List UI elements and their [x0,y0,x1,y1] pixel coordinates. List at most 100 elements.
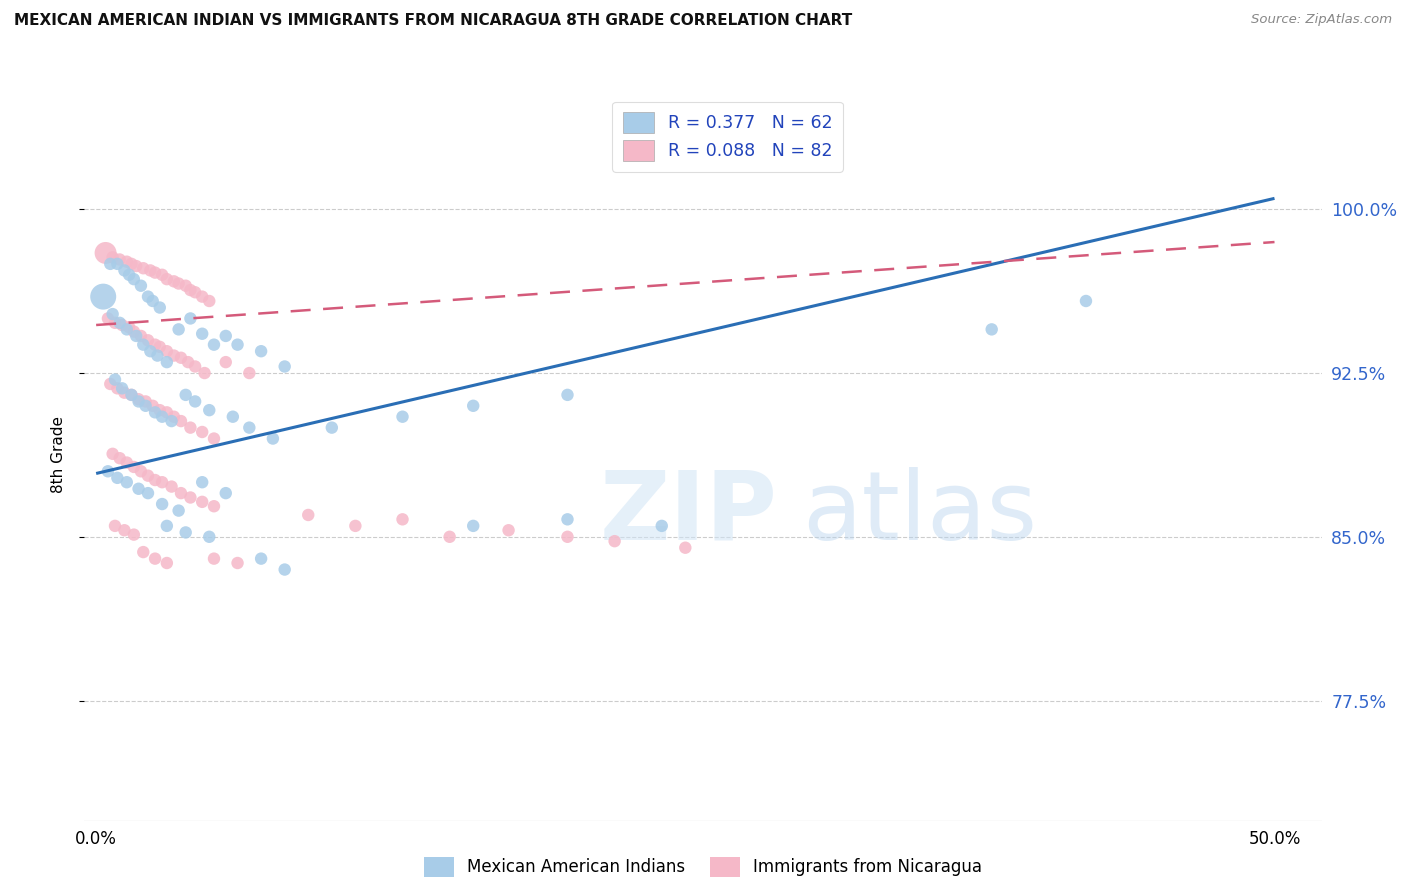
Point [603,534,626,549]
Point [115,322,138,336]
Point [191,290,214,304]
Point [179,283,201,297]
Point [273,563,295,577]
Point [170,414,193,428]
Point [226,556,249,570]
Legend: Mexican American Indians, Immigrants from Nicaragua: Mexican American Indians, Immigrants fro… [418,850,988,884]
Point [136,290,159,304]
Point [174,278,197,293]
Point [98,257,121,271]
Point [129,329,152,343]
Legend: R = 0.377   N = 62, R = 0.088   N = 82: R = 0.377 N = 62, R = 0.088 N = 82 [612,102,842,171]
Point [122,527,145,541]
Point [105,471,128,485]
Point [149,403,172,417]
Text: MEXICAN AMERICAN INDIAN VS IMMIGRANTS FROM NICARAGUA 8TH GRADE CORRELATION CHART: MEXICAN AMERICAN INDIAN VS IMMIGRANTS FR… [14,13,852,29]
Point [101,307,124,321]
Point [557,388,579,402]
Point [112,523,135,537]
Point [198,403,221,417]
Point [108,316,131,330]
Point [146,349,169,363]
Point [104,519,127,533]
Point [132,337,155,351]
Point [179,491,201,505]
Point [463,519,485,533]
Point [150,475,173,490]
Point [136,333,159,347]
Point [156,405,179,419]
Point [167,277,190,291]
Point [150,497,173,511]
Point [557,530,579,544]
Point [139,263,162,277]
Point [498,523,520,537]
Point [128,394,150,409]
Point [163,409,186,424]
Point [111,318,134,332]
Point [105,381,128,395]
Point [128,392,150,407]
Point [980,322,1002,336]
Point [104,373,127,387]
Point [202,432,225,446]
Point [132,545,155,559]
Point [122,459,145,474]
Point [174,388,197,402]
Point [135,394,157,409]
Text: ZIP: ZIP [599,467,778,560]
Point [143,405,166,419]
Point [179,420,201,434]
Point [112,385,135,400]
Point [121,388,143,402]
Point [101,447,124,461]
Point [115,254,138,268]
Point [191,495,214,509]
Point [179,311,201,326]
Point [202,551,225,566]
Point [160,414,183,428]
Point [156,344,179,359]
Text: atlas: atlas [801,467,1038,560]
Point [238,366,260,380]
Point [111,381,134,395]
Point [297,508,319,522]
Point [105,257,128,271]
Point [391,409,413,424]
Point [125,259,148,273]
Point [129,464,152,478]
Point [198,530,221,544]
Point [160,479,183,493]
Point [97,464,120,478]
Point [170,486,193,500]
Point [139,344,162,359]
Point [250,344,273,359]
Point [101,250,124,264]
Point [150,409,173,424]
Point [463,399,485,413]
Point [104,316,127,330]
Point [156,556,179,570]
Point [250,551,273,566]
Point [202,500,225,514]
Point [215,486,238,500]
Point [122,325,145,339]
Point [143,337,166,351]
Point [98,376,121,391]
Point [136,486,159,500]
Point [177,355,200,369]
Point [142,399,165,413]
Point [193,366,215,380]
Point [118,320,141,334]
Point [136,468,159,483]
Point [191,475,214,490]
Point [128,482,150,496]
Point [143,473,166,487]
Text: Source: ZipAtlas.com: Source: ZipAtlas.com [1251,13,1392,27]
Point [222,409,245,424]
Point [132,261,155,276]
Point [135,399,157,413]
Point [112,263,135,277]
Point [94,246,117,260]
Point [156,355,179,369]
